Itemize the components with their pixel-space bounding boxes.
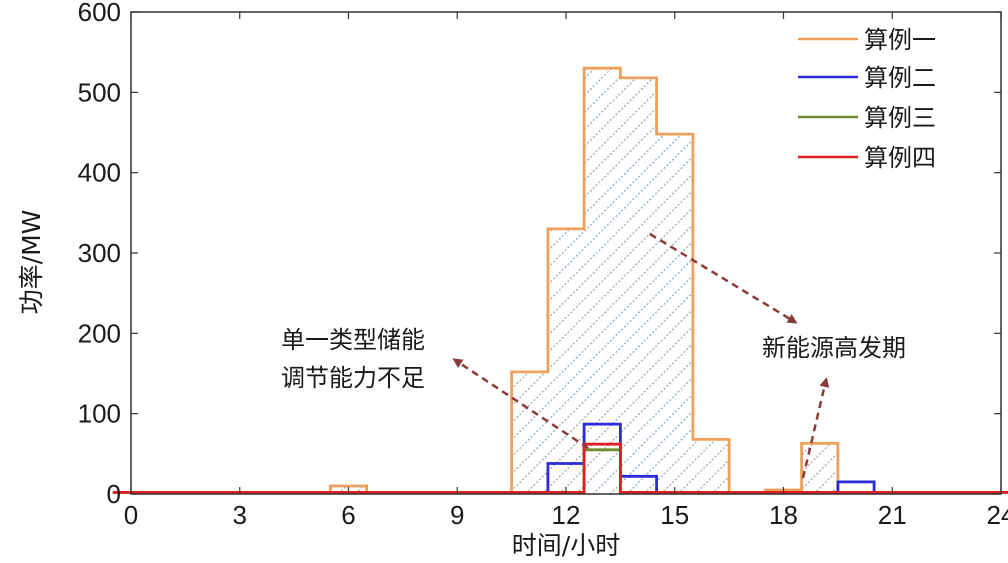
hatch-bar-11 [511, 371, 548, 494]
ticks-layer: 0 3 6 9 12 15 18 21 24 0 100 200 300 400 500 600 [78, 0, 1008, 530]
y-tick-label-300: 300 [78, 238, 121, 268]
y-tick-label-100: 100 [78, 399, 121, 429]
x-tick-label-9: 9 [450, 500, 464, 530]
legend-label-series-1: 算例一 [864, 26, 936, 54]
x-tick-label-12: 12 [552, 500, 581, 530]
x-tick-label-3: 3 [233, 500, 247, 530]
y-axis-label: 功率/MW [17, 210, 46, 315]
x-tick-label-6: 6 [341, 500, 355, 530]
y-tick-label-0: 0 [107, 479, 121, 509]
y-tick-label-600: 600 [78, 0, 121, 27]
annotation-renewable-line-1: 新能源高发期 [762, 334, 906, 362]
series-layer [112, 66, 1008, 494]
annotation-storage-arrow [452, 358, 589, 450]
x-tick-label-0: 0 [124, 500, 138, 530]
y-tick-label-200: 200 [78, 318, 121, 348]
annotation-storage: 单一类型储能 调节能力不足 [281, 326, 589, 450]
annotation-storage-line-1: 单一类型储能 [281, 326, 425, 354]
hatch-bar-14 [620, 77, 657, 495]
x-tick-label-24: 24 [987, 500, 1008, 530]
legend-label-series-4: 算例四 [864, 144, 936, 172]
y-tick-label-400: 400 [78, 158, 121, 188]
hatch-bar-16 [692, 439, 730, 494]
x-axis-label: 时间/小时 [512, 531, 620, 560]
hatch-bar-19 [801, 443, 838, 494]
x-tick-label-18: 18 [769, 500, 798, 530]
hatch-bar-15 [656, 134, 693, 494]
series-line-4 [112, 442, 1008, 494]
legend-label-series-2: 算例二 [864, 64, 936, 92]
legend-label-series-3: 算例三 [864, 104, 936, 132]
hatch-bar-12 [547, 228, 585, 494]
annotation-renewable-arrow-2 [801, 377, 830, 479]
x-tick-label-15: 15 [660, 500, 689, 530]
x-tick-label-21: 21 [878, 500, 907, 530]
annotation-renewable: 新能源高发期 [649, 232, 906, 479]
annotation-renewable-arrow-1 [649, 232, 798, 324]
hatch-bar-13 [584, 68, 621, 494]
annotation-storage-line-2: 调节能力不足 [281, 364, 425, 392]
hatch-fill-layer [330, 68, 838, 495]
legend: 算例一 算例二 算例三 算例四 [798, 26, 936, 172]
y-tick-label-500: 500 [78, 77, 121, 107]
